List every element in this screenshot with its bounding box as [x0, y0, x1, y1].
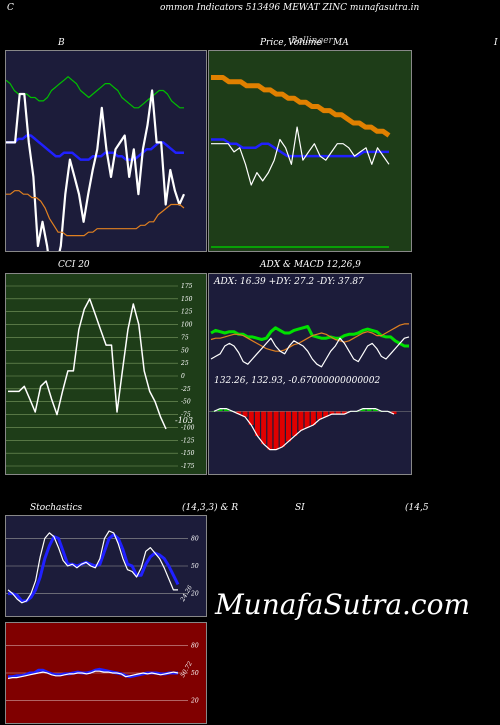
series-line-1	[210, 323, 409, 352]
tick-label-4: 75	[181, 334, 189, 341]
macd-bar-12	[285, 411, 291, 442]
tick-label-6: 25	[180, 360, 189, 367]
macd-bar-1	[217, 408, 223, 412]
tick-label-2: 20	[190, 591, 199, 598]
bb-title: B	[58, 38, 65, 48]
right-edge-letter: I	[494, 38, 498, 48]
macd-bar-24	[360, 408, 366, 412]
tick-label-12: -125	[181, 437, 195, 444]
series-line-2	[211, 126, 390, 186]
stochastics-panel: 80 50 20	[5, 515, 207, 617]
header-left-letter: C	[7, 3, 14, 13]
cci-last-value: -103	[175, 416, 193, 425]
stochastics-chart: 80 50 20	[6, 530, 199, 604]
tick-label-11: -100	[181, 424, 195, 431]
price-title-overlap: Bollinger	[291, 36, 333, 46]
tick-label-0: 80	[191, 642, 199, 649]
adx-macd-panel: ADX: 16.39 +DY: 27.2 -DY: 37.87 132.26, …	[208, 273, 412, 475]
macd-bar-21	[341, 411, 347, 415]
macd-bar-14	[298, 411, 304, 431]
rsi-panel: 80 50 20	[5, 622, 207, 724]
bollinger-panel	[5, 50, 207, 252]
rsi-title-mid: SI	[295, 503, 305, 513]
series-line-0	[210, 325, 409, 348]
macd-bar-13	[292, 411, 298, 436]
macd-bar-5	[242, 411, 248, 417]
macd-bar-17	[317, 411, 323, 420]
adx-title: ADX & MACD 12,26,9	[260, 260, 361, 270]
tick-label-1: 50	[191, 670, 199, 677]
macd-bar-8	[261, 411, 267, 445]
cci-title: CCI 20	[58, 260, 90, 270]
macd-bar-7	[254, 411, 260, 436]
price-title-a: Price,	[260, 38, 287, 48]
tick-label-10: -75	[181, 412, 191, 419]
macd-bar-29	[391, 411, 397, 415]
watermark: MunafaSutra.com	[215, 588, 471, 621]
macd-bar-16	[310, 411, 316, 425]
macd-bar-26	[372, 408, 378, 412]
macd-bar-11	[279, 411, 285, 447]
tick-label-0: 80	[191, 535, 199, 542]
macd-readout: 132.26, 132.93, -0.67000000000002	[214, 376, 381, 386]
tick-label-9: -50	[181, 399, 191, 406]
macd-bar-6	[248, 411, 254, 425]
series-line-1	[7, 530, 178, 604]
macd-line	[213, 408, 395, 451]
bollinger-chart	[6, 76, 186, 251]
series-line-2	[6, 89, 186, 251]
macd-bar-2	[223, 408, 229, 412]
series-line-3	[6, 190, 185, 237]
rsi-chart: 80 50 20	[6, 642, 199, 705]
tick-label-7: 0	[181, 373, 185, 380]
macd-bar-15	[304, 411, 310, 428]
tick-label-1: 50	[191, 563, 199, 570]
tick-label-2: 125	[181, 309, 193, 316]
macd-bar-9	[267, 411, 273, 450]
macd-bar-4	[236, 411, 242, 415]
price-panel	[208, 50, 412, 252]
price-title-c: MA	[333, 38, 349, 48]
macd-bar-20	[335, 411, 341, 415]
macd-bar-25	[366, 408, 372, 412]
macd-bar-18	[323, 411, 329, 417]
tick-label-0: 175	[181, 283, 193, 290]
series-line-0	[211, 75, 391, 138]
stoch-title-left: Stochastics	[30, 503, 83, 513]
tick-label-5: 50	[181, 347, 189, 354]
adx-macd-chart	[209, 323, 411, 451]
tick-label-1: 150	[181, 296, 193, 303]
series-line-1	[7, 670, 179, 680]
series-line-0	[8, 298, 167, 430]
cci-chart: 175 150 125 100 75 50 25 0 -25 -50 -75 -100 -125 -150…	[6, 283, 195, 470]
cci-panel: 175 150 125 100 75 50 25 0 -25 -50 -75 -100 -125 -150…	[5, 273, 207, 475]
rsi-title-right: (14,5	[405, 503, 429, 513]
tick-label-13: -150	[181, 450, 195, 457]
series-line-0	[8, 533, 180, 603]
price-chart	[211, 75, 391, 248]
tick-label-3: 100	[181, 322, 193, 329]
series-line-2	[210, 336, 410, 368]
tick-label-14: -175	[181, 463, 195, 470]
series-line-1	[211, 138, 389, 158]
tick-label-2: 20	[190, 698, 199, 705]
adx-readout: ADX: 16.39 +DY: 27.2 -DY: 37.87	[214, 277, 364, 287]
series-line-0	[6, 76, 184, 109]
tick-label-8: -25	[181, 386, 191, 393]
stoch-title-right: (14,3,3) & R	[182, 503, 239, 513]
page-title: ommon Indicators 513496 MEWAT ZINC munaf…	[160, 3, 420, 13]
macd-bar-10	[273, 411, 279, 450]
macd-bar-19	[329, 411, 335, 415]
price-title-b: Volume	[288, 38, 322, 48]
